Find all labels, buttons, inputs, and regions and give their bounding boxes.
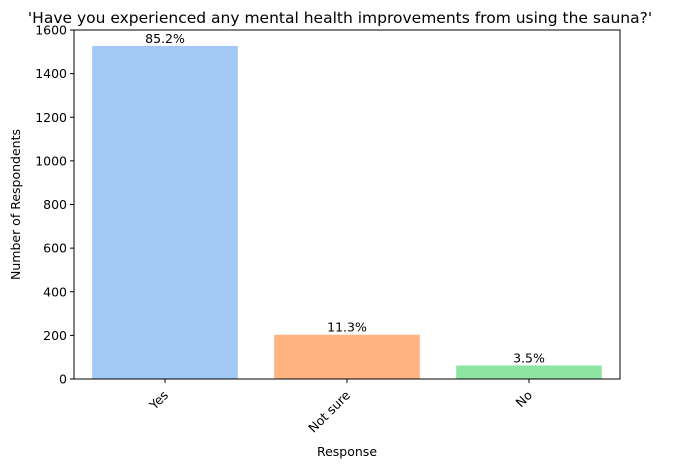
bars-group xyxy=(92,45,602,379)
bar-not-sure xyxy=(274,334,420,379)
y-tick-label: 0 xyxy=(59,372,67,387)
y-tick-label: 200 xyxy=(43,328,67,343)
y-tick-label: 1600 xyxy=(35,23,67,38)
y-axis-label: Number of Respondents xyxy=(8,129,23,280)
chart-title: 'Have you experienced any mental health … xyxy=(28,9,652,27)
bar-value-label: 3.5% xyxy=(513,350,545,365)
y-tick-label: 600 xyxy=(43,241,67,256)
x-tick-label: No xyxy=(512,388,535,411)
bar-no xyxy=(456,365,602,379)
x-tick-label: Not sure xyxy=(305,387,353,435)
x-axis: Yes Not sure No xyxy=(146,379,535,436)
bar-value-label: 11.3% xyxy=(327,320,367,335)
plot-frame xyxy=(73,29,621,380)
y-tick-label: 1400 xyxy=(35,66,67,81)
y-axis: 0 200 400 600 800 1000 1200 1400 1600 xyxy=(35,23,74,387)
y-tick-label: 800 xyxy=(43,197,67,212)
y-tick-label: 1200 xyxy=(35,110,67,125)
x-axis-label: Response xyxy=(317,444,377,459)
bar-yes xyxy=(92,45,238,379)
data-labels-group: 85.2% 11.3% 3.5% xyxy=(145,31,545,366)
y-tick-label: 400 xyxy=(43,284,67,299)
y-tick-label: 1000 xyxy=(35,153,67,168)
x-tick-label: Yes xyxy=(146,388,172,414)
bar-value-label: 85.2% xyxy=(145,31,185,46)
